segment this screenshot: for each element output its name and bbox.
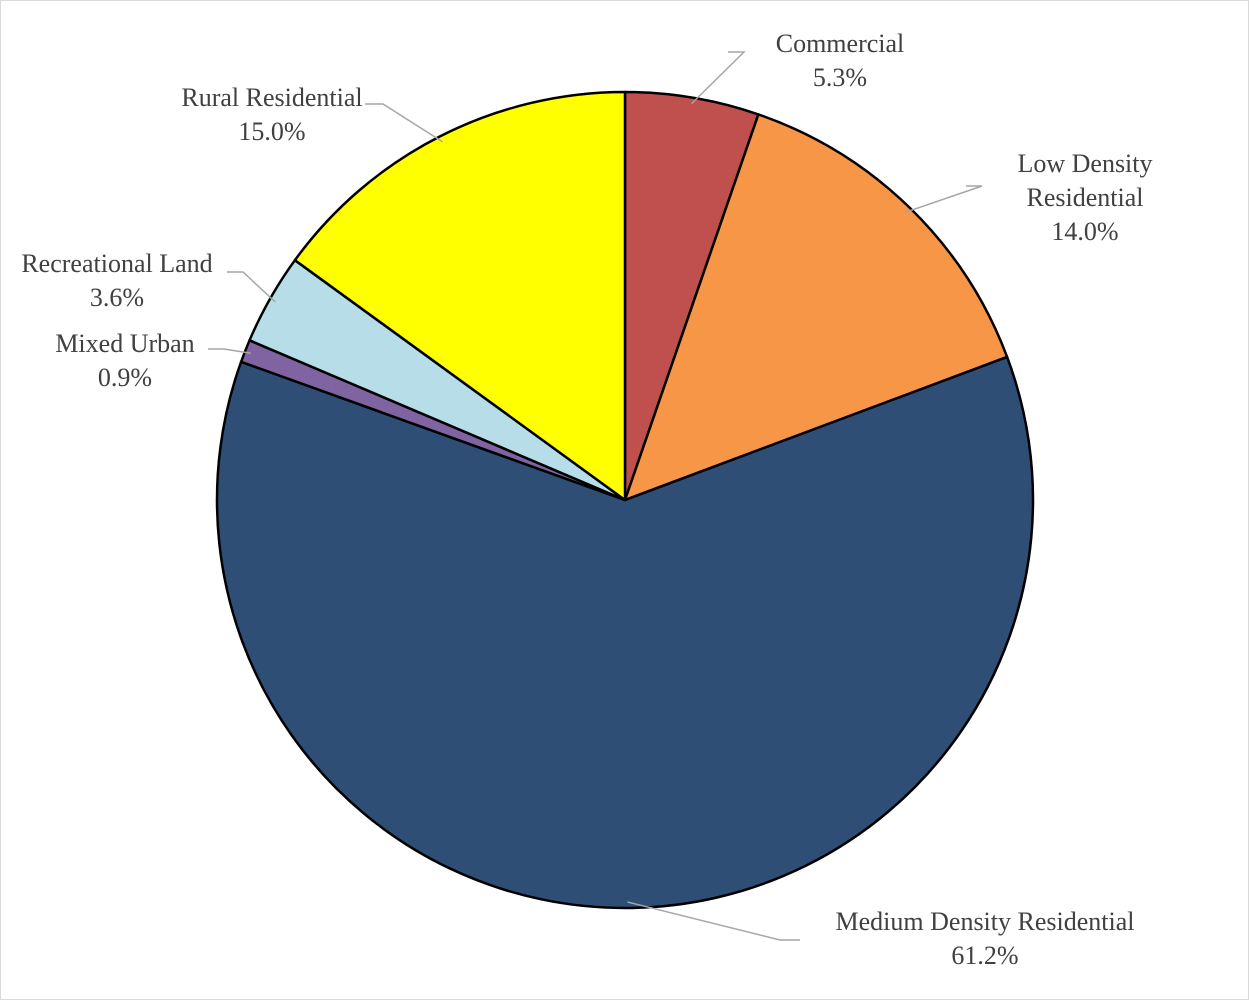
pie-slices — [215, 90, 1035, 910]
slice-category-label: Rural Residential — [181, 83, 362, 112]
slice-value-label: 0.9% — [98, 363, 152, 392]
slice-label-commercial: Commercial 5.3% — [776, 29, 905, 92]
leader-line-commercial — [691, 51, 746, 105]
slice-label-rural-residential: Rural Residential 15.0% — [181, 83, 362, 146]
slice-category-label: Medium Density Residential — [836, 907, 1135, 936]
leader-line-mixed-urban — [208, 348, 251, 354]
slice-value-label: 3.6% — [90, 283, 144, 312]
pie-slice-rural-residential — [293, 90, 627, 502]
pie-slice-medium-density-residential — [215, 355, 1035, 910]
slice-labels: Commercial 5.3% Low Density Residential 14.0… — [21, 29, 1152, 970]
slice-value-label: 5.3% — [813, 63, 867, 92]
slice-category-label: Recreational Land — [21, 249, 212, 278]
slice-label-recreational-land: Recreational Land 3.6% — [21, 249, 212, 312]
leader-line-medium-density-residential — [627, 901, 800, 941]
slice-category-label: Mixed Urban — [55, 329, 194, 358]
leader-line-low-density-residential — [905, 185, 983, 213]
slice-category-label: Commercial — [776, 29, 905, 58]
slice-label-low-density-residential: Low Density Residential 14.0% — [1017, 149, 1152, 246]
slice-label-mixed-urban: Mixed Urban 0.9% — [55, 329, 194, 392]
leader-line-recreational-land — [227, 271, 276, 303]
leader-line-rural-residential — [365, 103, 443, 143]
slice-value-label: 61.2% — [951, 941, 1018, 970]
slice-category-label: Residential — [1027, 183, 1144, 212]
slice-label-medium-density-residential: Medium Density Residential 61.2% — [836, 907, 1135, 970]
slice-category-label: Low Density — [1017, 149, 1152, 178]
slice-value-label: 14.0% — [1051, 217, 1118, 246]
leader-lines — [208, 51, 983, 941]
pie-slice-commercial — [623, 90, 760, 502]
slice-value-label: 15.0% — [238, 117, 305, 146]
